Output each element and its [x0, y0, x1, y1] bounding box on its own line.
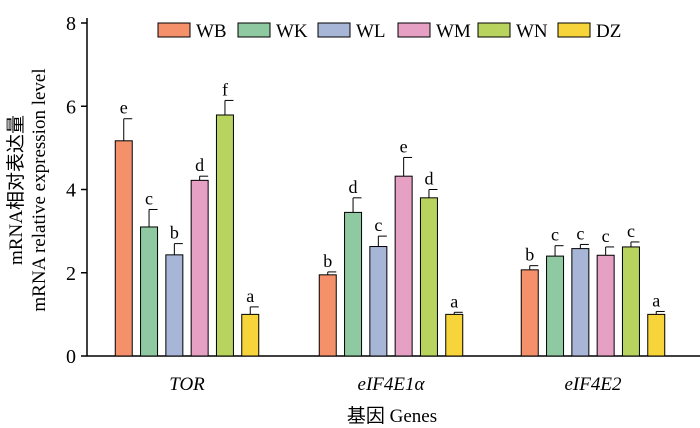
- bar-WN: [621, 246, 640, 357]
- legend-label-WM: WM: [436, 21, 471, 42]
- bar-WM: [190, 179, 209, 357]
- significance-label: c: [551, 225, 559, 245]
- bar-WM: [596, 254, 615, 357]
- significance-label: c: [602, 226, 610, 246]
- legend-swatch-WB: [157, 22, 191, 38]
- legend-label-WN: WN: [516, 21, 548, 42]
- significance-label: c: [145, 188, 153, 208]
- bar-DZ: [445, 313, 464, 357]
- y-tick-label: 4: [66, 180, 76, 202]
- significance-label: a: [652, 290, 660, 310]
- significance-label: d: [195, 155, 204, 175]
- significance-label: a: [450, 291, 458, 311]
- legend: WB WK WL WM WN DZ: [157, 21, 621, 42]
- x-category-label: eIF4E2: [565, 374, 622, 395]
- significance-label: e: [120, 98, 128, 118]
- significance-label: c: [627, 221, 635, 241]
- x-axis-title: 基因 Genes: [347, 405, 437, 427]
- legend-swatch-WM: [397, 22, 431, 38]
- legend-label-WB: WB: [196, 21, 227, 42]
- bar-WB: [520, 269, 539, 357]
- x-category-label: eIF4E1α: [358, 374, 426, 395]
- significance-label: e: [400, 136, 408, 156]
- y-tick-label: 0: [66, 346, 76, 368]
- y-tick-label: 2: [66, 263, 76, 285]
- significance-label: d: [349, 177, 358, 197]
- bar-WL: [369, 246, 388, 357]
- significance-label: b: [170, 223, 179, 243]
- significance-label: c: [374, 215, 382, 235]
- significance-label: b: [323, 251, 332, 271]
- legend-swatch-WK: [237, 22, 271, 38]
- legend-label-WK: WK: [276, 21, 308, 42]
- y-axis-title-en: mRNA relative expression level: [29, 68, 50, 311]
- bar-DZ: [647, 313, 666, 357]
- significance-label: f: [222, 79, 228, 99]
- bar-DZ: [241, 313, 260, 357]
- bar-WB: [318, 274, 337, 357]
- bar-WB: [114, 140, 133, 357]
- bar-WN: [215, 114, 234, 357]
- y-axis-title-cn: mRNA相对表达量: [5, 115, 27, 265]
- bar-WL: [165, 254, 184, 357]
- legend-label-WL: WL: [356, 21, 386, 42]
- legend-swatch-DZ: [557, 22, 591, 38]
- legend-swatch-WL: [317, 22, 351, 38]
- significance-label: d: [424, 169, 433, 189]
- bar-WM: [394, 175, 413, 357]
- significance-label: b: [525, 245, 534, 265]
- bar-WK: [344, 211, 363, 357]
- bar-WL: [571, 248, 590, 357]
- bar-WK: [140, 226, 159, 357]
- bar-WK: [546, 255, 565, 357]
- bar-WN: [419, 197, 438, 357]
- legend-label-DZ: DZ: [596, 21, 621, 42]
- legend-swatch-WN: [477, 22, 511, 38]
- y-tick-label: 8: [66, 13, 76, 35]
- y-tick-label: 6: [66, 96, 76, 118]
- x-category-label: TOR: [169, 374, 205, 395]
- significance-label: c: [576, 223, 584, 243]
- significance-label: a: [246, 286, 254, 306]
